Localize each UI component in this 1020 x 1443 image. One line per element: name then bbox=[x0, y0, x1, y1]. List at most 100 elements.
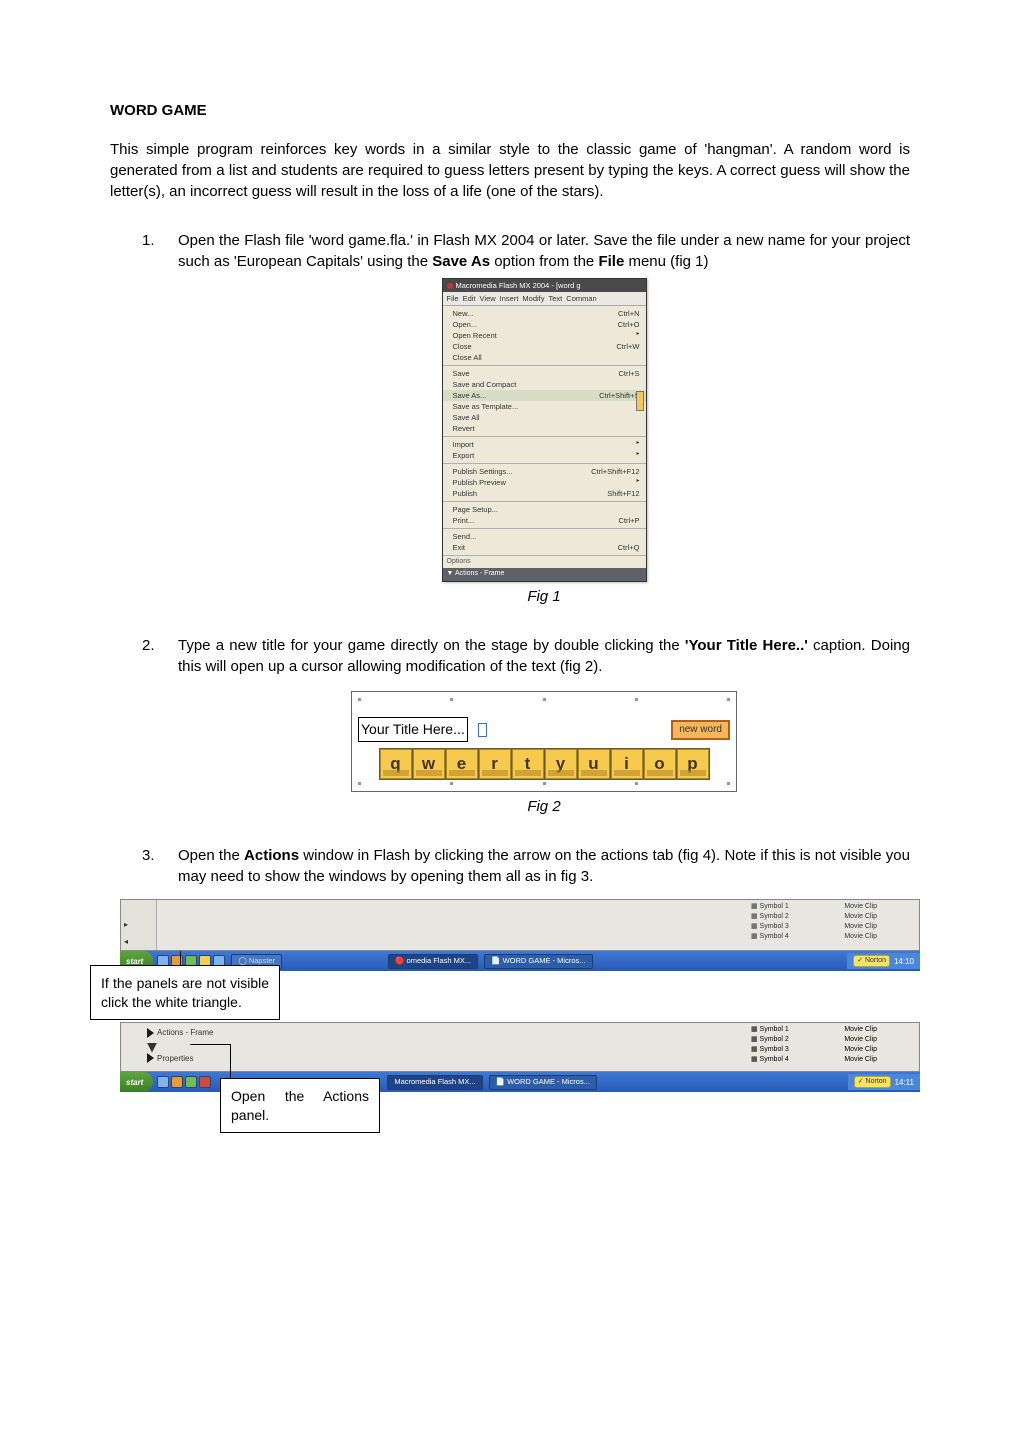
actions-panel-arrow[interactable] bbox=[147, 1028, 154, 1038]
panel-expand-arrow[interactable]: ▸ bbox=[124, 919, 153, 930]
step-2-bold-title: 'Your Title Here..' bbox=[685, 637, 808, 654]
keyboard-key[interactable]: e bbox=[446, 749, 478, 779]
keyboard-key[interactable]: o bbox=[644, 749, 676, 779]
stage-marker bbox=[358, 698, 361, 701]
step-1-bold-file: File bbox=[598, 253, 624, 270]
properties-panel-label: Properties bbox=[157, 1053, 193, 1064]
step-1-text-b: option from the bbox=[490, 253, 598, 270]
ql-icon[interactable] bbox=[185, 1076, 197, 1088]
library-panel: ▦ Symbol 1Movie Clip▦ Symbol 2Movie Clip… bbox=[749, 1025, 879, 1064]
keyboard-key[interactable]: r bbox=[479, 749, 511, 779]
norton-badge[interactable]: ✓ Norton bbox=[853, 955, 890, 967]
quicklaunch-icons bbox=[157, 1076, 211, 1088]
stage-marker bbox=[635, 782, 638, 785]
step-3: 3. Open the Actions window in Flash by c… bbox=[110, 845, 910, 1079]
fig4-screenshot: Actions - Frame Properties ▦ Symbol 1Mov… bbox=[120, 1022, 920, 1092]
menu-item[interactable]: Page Setup... bbox=[443, 504, 646, 515]
step-2: 2. Type a new title for your game direct… bbox=[110, 635, 910, 818]
menu-item[interactable]: Open...Ctrl+O bbox=[443, 319, 646, 330]
menu-item[interactable]: Revert bbox=[443, 423, 646, 434]
ql-icon[interactable] bbox=[171, 1076, 183, 1088]
menu-item[interactable]: Close All bbox=[443, 352, 646, 363]
stage-marker bbox=[543, 698, 546, 701]
menu-item[interactable]: Print...Ctrl+P bbox=[443, 515, 646, 526]
menu-item[interactable]: Save All bbox=[443, 412, 646, 423]
menu-item[interactable]: Import▸ bbox=[443, 439, 646, 450]
library-item[interactable]: ▦ Symbol 2Movie Clip bbox=[749, 912, 879, 922]
callout-connector bbox=[190, 1044, 230, 1045]
library-item[interactable]: ▦ Symbol 2Movie Clip bbox=[749, 1035, 879, 1045]
menubar-item[interactable]: File bbox=[447, 294, 459, 303]
library-panel: ▦ Symbol 1Movie Clip▦ Symbol 2Movie Clip… bbox=[749, 902, 879, 941]
menubar-item[interactable]: View bbox=[480, 294, 496, 303]
callout-panels: If the panels are not visible click the … bbox=[90, 965, 280, 1019]
menu-item[interactable]: New...Ctrl+N bbox=[443, 308, 646, 319]
menu-item[interactable]: Open Recent▸ bbox=[443, 330, 646, 341]
menubar-item[interactable]: Modify bbox=[522, 294, 544, 303]
menu-item[interactable]: Send... bbox=[443, 531, 646, 542]
menu-item[interactable]: PublishShift+F12 bbox=[443, 488, 646, 499]
flash-window-title-text: Macromedia Flash MX 2004 - [word g bbox=[456, 281, 581, 290]
menu-item[interactable]: CloseCtrl+W bbox=[443, 341, 646, 352]
panel-expand-arrow[interactable]: ◂ bbox=[124, 936, 153, 947]
menu-item[interactable]: Publish Preview▸ bbox=[443, 477, 646, 488]
keyboard-key[interactable]: u bbox=[578, 749, 610, 779]
flash-window-title: Macromedia Flash MX 2004 - [word g bbox=[443, 279, 646, 292]
system-tray: ✓ Norton 14:11 bbox=[848, 1074, 920, 1090]
menu-item[interactable]: Save As...Ctrl+Shift+S bbox=[443, 390, 646, 401]
fig1-caption: Fig 1 bbox=[178, 586, 910, 607]
task-word[interactable]: 📄 WORD GAME - Micros... bbox=[484, 954, 592, 969]
flash-panel-area-4: Actions - Frame Properties ▦ Symbol 1Mov… bbox=[120, 1022, 920, 1072]
menubar-item[interactable]: Edit bbox=[463, 294, 476, 303]
menu-item[interactable]: Save as Template... bbox=[443, 401, 646, 412]
flash-actions-bar: ▼ Actions - Frame bbox=[443, 568, 646, 580]
new-word-button[interactable]: new word bbox=[671, 720, 730, 740]
library-item[interactable]: ▦ Symbol 1Movie Clip bbox=[749, 902, 879, 912]
properties-panel-arrow[interactable] bbox=[147, 1053, 154, 1063]
menu-item[interactable]: SaveCtrl+S bbox=[443, 368, 646, 379]
menubar-item[interactable]: Comman bbox=[566, 294, 596, 303]
library-item[interactable]: ▦ Symbol 3Movie Clip bbox=[749, 922, 879, 932]
flash-lock-indicator bbox=[636, 391, 644, 411]
stage-marker bbox=[450, 698, 453, 701]
stage-marker bbox=[358, 782, 361, 785]
keyboard-key[interactable]: p bbox=[677, 749, 709, 779]
stage-marker bbox=[727, 698, 730, 701]
menu-item[interactable]: Export▸ bbox=[443, 450, 646, 461]
stage-marker bbox=[727, 782, 730, 785]
stage-marker bbox=[543, 782, 546, 785]
page-title: WORD GAME bbox=[110, 100, 910, 121]
keyboard-key[interactable]: t bbox=[512, 749, 544, 779]
step-1: 1. Open the Flash file 'word game.fla.' … bbox=[110, 230, 910, 607]
menu-item[interactable]: Publish Settings...Ctrl+Shift+F12 bbox=[443, 466, 646, 477]
task-flash[interactable]: Macromedia Flash MX... bbox=[387, 1075, 482, 1090]
menubar-item[interactable]: Text bbox=[549, 294, 563, 303]
flash-menu-screenshot: Macromedia Flash MX 2004 - [word g File E… bbox=[442, 278, 647, 582]
menu-item[interactable]: ExitCtrl+Q bbox=[443, 542, 646, 553]
menubar-item[interactable]: Insert bbox=[500, 294, 519, 303]
stage-title-editbox[interactable]: Your Title Here... bbox=[358, 717, 468, 743]
intro-paragraph: This simple program reinforces key words… bbox=[110, 139, 910, 202]
keyboard-key[interactable]: i bbox=[611, 749, 643, 779]
library-item[interactable]: ▦ Symbol 4Movie Clip bbox=[749, 1055, 879, 1065]
ql-icon[interactable] bbox=[157, 1076, 169, 1088]
library-item[interactable]: ▦ Symbol 3Movie Clip bbox=[749, 1045, 879, 1055]
library-item[interactable]: ▦ Symbol 1Movie Clip bbox=[749, 1025, 879, 1035]
norton-badge[interactable]: ✓ Norton bbox=[854, 1076, 891, 1088]
ql-icon[interactable] bbox=[199, 1076, 211, 1088]
step-3-num: 3. bbox=[142, 845, 155, 866]
keyboard-key[interactable]: q bbox=[380, 749, 412, 779]
task-flash[interactable]: 🔴 omedia Flash MX... bbox=[388, 954, 478, 969]
step-3-bold-actions: Actions bbox=[244, 847, 299, 864]
keyboard-key[interactable]: w bbox=[413, 749, 445, 779]
flash-app-icon bbox=[447, 283, 453, 289]
stage-screenshot: Your Title Here... new word qwertyuiop bbox=[351, 691, 737, 793]
start-button[interactable]: start bbox=[120, 1072, 153, 1092]
task-word[interactable]: 📄 WORD GAME - Micros... bbox=[489, 1075, 597, 1090]
library-item[interactable]: ▦ Symbol 4Movie Clip bbox=[749, 932, 879, 942]
flash-menubar: File Edit View InsertModify TextComman bbox=[443, 292, 646, 306]
cursor-icon bbox=[147, 1043, 157, 1053]
keyboard-key[interactable]: y bbox=[545, 749, 577, 779]
stage-marker bbox=[450, 782, 453, 785]
menu-item[interactable]: Save and Compact bbox=[443, 379, 646, 390]
